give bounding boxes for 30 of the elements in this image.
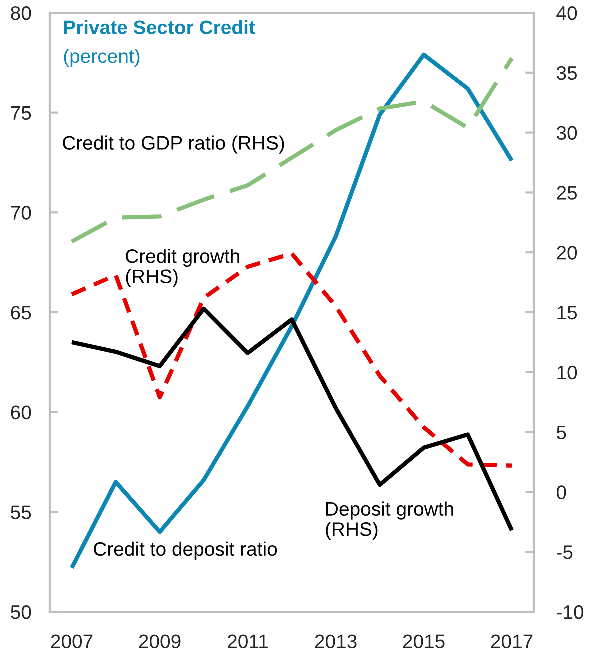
y2-tick-label: 25: [557, 186, 578, 200]
y2-tick-label: 40: [556, 6, 578, 20]
y2-tick-label: -10: [557, 605, 584, 620]
y-tick-label: 80: [11, 6, 32, 20]
y2-tick-label: -5: [557, 546, 573, 560]
y-tick-label: 50: [11, 605, 32, 620]
series-label: Credit growth (RHS): [126, 248, 240, 288]
y2-tick-label: 10: [558, 366, 578, 380]
y2-tick-label: 5: [557, 426, 566, 440]
x-tick-label: 2017: [491, 634, 533, 649]
x-tick-label: 2015: [403, 634, 445, 649]
series-label: Deposit growth (RHS): [326, 502, 454, 540]
x-tick-label: 2009: [139, 634, 181, 649]
y-tick-label: 70: [11, 206, 32, 220]
x-tick-label: 2007: [51, 634, 93, 649]
y2-tick-label: 0: [556, 486, 566, 500]
series-label: Credit to GDP ratio (RHS): [63, 136, 284, 154]
y-tick-label: 55: [11, 506, 32, 520]
y-tick-label: 65: [11, 306, 32, 320]
x-tick-label: 2013: [315, 634, 357, 649]
y2-tick-label: 35: [556, 66, 578, 80]
y-tick-label: 75: [11, 106, 32, 120]
y2-tick-label: 30: [556, 126, 578, 140]
text: (percent): [64, 48, 140, 68]
y2-tick-label: 20: [557, 246, 578, 260]
x-tick-label: 2011: [228, 634, 268, 649]
chart-title: Private Sector Credit: [64, 20, 256, 34]
y2-tick-label: 15: [558, 306, 578, 320]
y-tick-label: 60: [11, 406, 32, 420]
series-label: Credit to deposit ratio: [94, 542, 278, 560]
